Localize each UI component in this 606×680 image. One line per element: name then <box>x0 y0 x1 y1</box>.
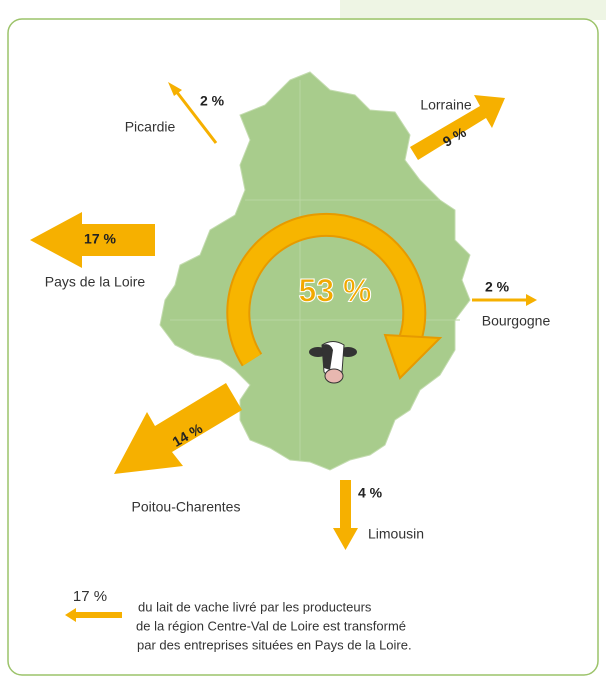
flow-label: 2 % <box>485 279 510 295</box>
flow-arrow <box>114 383 242 474</box>
region-name: Lorraine <box>420 97 472 113</box>
loop-arrow-head <box>383 333 443 380</box>
region-name: Picardie <box>125 119 176 135</box>
legend-text: du lait de vache livré par les producteu… <box>138 599 372 614</box>
flow-arrow <box>410 95 505 160</box>
header-tab <box>340 0 606 20</box>
frame <box>7 18 599 676</box>
flow-arrow <box>333 480 358 550</box>
flow-label: 4 % <box>358 485 383 501</box>
region-name: Poitou-Charentes <box>132 499 241 515</box>
flow-label: 17 % <box>84 231 116 247</box>
region-name: Limousin <box>368 526 424 542</box>
flow-arrow <box>174 90 218 144</box>
flow-label: 2 % <box>200 93 225 109</box>
region-map <box>159 71 471 471</box>
flow-arrow-head <box>168 82 182 96</box>
region-name: Bourgogne <box>482 313 551 329</box>
region-name: Pays de la Loire <box>45 274 146 290</box>
center-label: 53 % <box>299 272 372 308</box>
legend-arrow <box>65 608 122 622</box>
flow-arrow-head <box>526 294 537 306</box>
loop-arrow <box>228 214 425 366</box>
legend-label: 17 % <box>73 588 107 605</box>
cow-icon <box>309 341 357 384</box>
flow-arrow <box>30 212 155 268</box>
legend-text: par des entreprises situées en Pays de l… <box>137 637 412 652</box>
legend-text: de la région Centre-Val de Loire est tra… <box>136 618 406 633</box>
